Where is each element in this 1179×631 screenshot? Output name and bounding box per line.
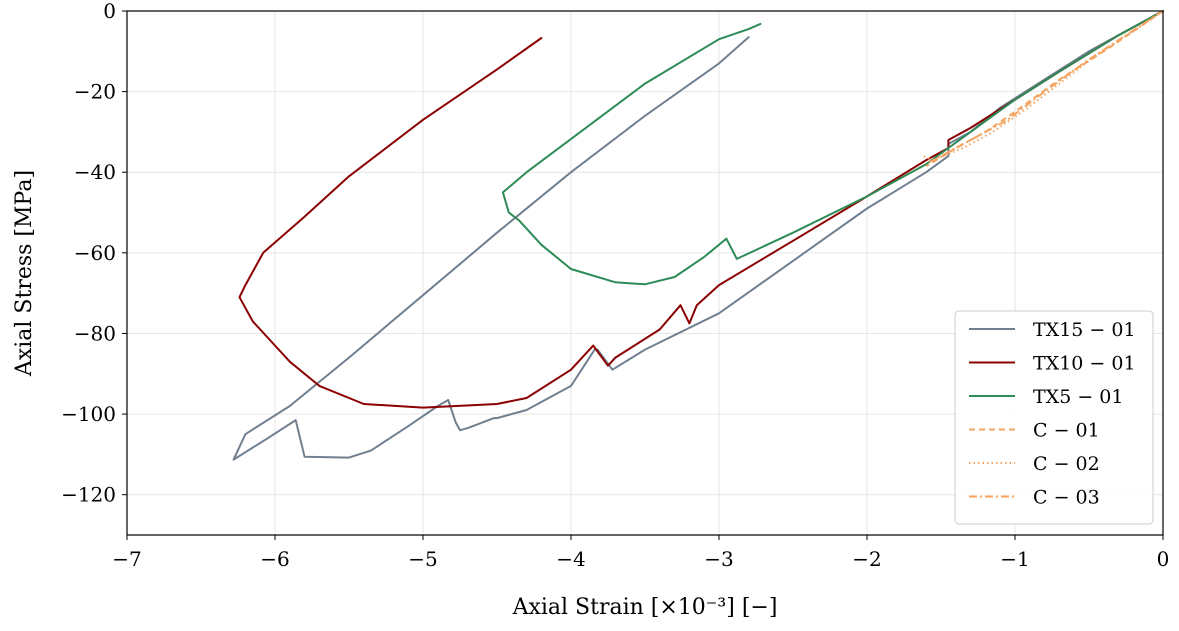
y-tick-label: −80	[74, 321, 116, 345]
y-tick-label: −120	[61, 483, 116, 507]
series-line-3	[501, 10, 1164, 286]
x-tick-label: 0	[1157, 547, 1170, 571]
series-layer	[232, 10, 1164, 461]
x-tick-label: −4	[556, 547, 585, 571]
series-line-4	[925, 10, 1164, 168]
series-line-6	[928, 10, 1164, 164]
plot-frame	[126, 10, 1164, 536]
y-axis-title: Axial Stress [MPa]	[12, 170, 37, 377]
legend-label: C − 02	[1033, 453, 1100, 475]
x-tick-label: −7	[112, 547, 141, 571]
legend-label: TX15 − 01	[1033, 319, 1136, 341]
x-tick-label: −1	[1000, 547, 1029, 571]
x-tick-label: −3	[704, 547, 733, 571]
y-tick-label: −20	[74, 80, 116, 104]
legend-label: TX5 − 01	[1033, 386, 1123, 408]
series-line-2	[238, 10, 1164, 409]
legend: TX15 − 01 TX10 − 01 TX5 − 01 C − 01 C − 02 C …	[954, 310, 1154, 525]
legend-label: TX10 − 01	[1033, 353, 1136, 375]
legend-box	[954, 310, 1154, 525]
x-axis-title: Axial Strain [×10⁻³] [−]	[512, 595, 778, 620]
x-tick-label: −6	[260, 547, 289, 571]
y-tick-label: −40	[74, 160, 116, 184]
legend-label: C − 01	[1033, 420, 1100, 442]
x-tick-label: −2	[852, 547, 881, 571]
y-tick-label: −60	[74, 241, 116, 265]
y-tick-label: 0	[103, 0, 116, 23]
tick-layer: −7 −6 −5 −4 −3 −2 −1 0 −120 −100 −80 −60 −40 −20 0	[61, 0, 1169, 571]
y-tick-label: −100	[61, 402, 116, 426]
legend-label: C − 03	[1033, 487, 1100, 509]
x-tick-label: −5	[408, 547, 437, 571]
